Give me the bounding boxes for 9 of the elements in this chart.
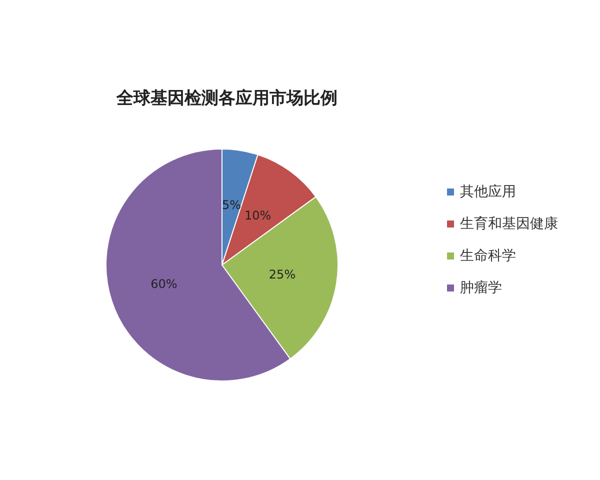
legend-label: 肿瘤学 bbox=[460, 280, 502, 296]
data-label: 5% bbox=[222, 198, 242, 212]
legend-label: 其他应用 bbox=[460, 184, 516, 200]
data-label: 25% bbox=[268, 268, 296, 282]
data-label: 10% bbox=[244, 208, 272, 223]
chart-title: 全球基因检测各应用市场比例 bbox=[116, 88, 338, 108]
legend-label: 生育和基因健康 bbox=[460, 215, 558, 232]
legend-label: 生命科学 bbox=[460, 248, 516, 264]
data-label: 60% bbox=[150, 276, 178, 291]
